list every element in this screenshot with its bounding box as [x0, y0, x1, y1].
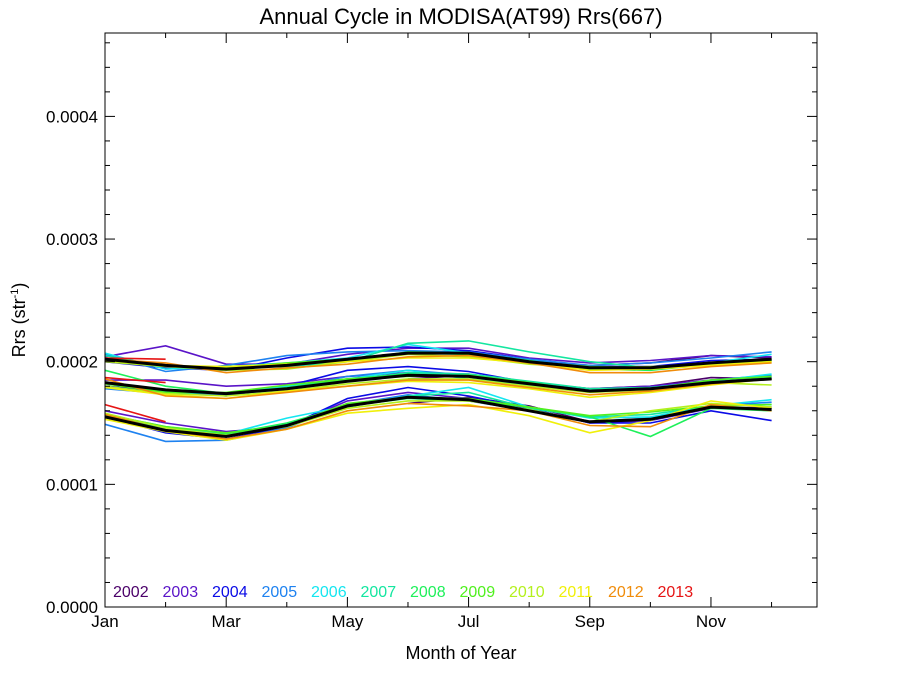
legend: 2002 2003 2004 2005 2006 2007 2008 2009 2010 2011… — [113, 584, 693, 601]
x-tick-label: Jan — [91, 612, 118, 631]
legend-item-2009: 2009 — [460, 584, 496, 601]
x-axis-label: Month of Year — [405, 643, 516, 663]
y-tick-label: 0.0002 — [46, 353, 98, 372]
legend-item-2007: 2007 — [361, 584, 397, 601]
legend-item-2011: 2011 — [559, 584, 594, 601]
y-axis-label: Rrs (str-1) — [9, 283, 29, 358]
y-tick-label: 0.0004 — [46, 107, 98, 126]
series-line-2012-lower — [104, 402, 772, 440]
legend-item-2012: 2012 — [608, 584, 644, 601]
x-tick-label: May — [331, 612, 364, 631]
plot-frame — [104, 32, 818, 608]
x-axis: Jan Mar May Jul Sep Nov — [91, 33, 773, 631]
x-tick-label: Sep — [575, 612, 605, 631]
series-line-2012-mean — [104, 378, 772, 400]
legend-item-2008: 2008 — [410, 584, 446, 601]
y-axis: 0.0000 0.0001 0.0002 0.0003 0.0004 — [46, 42, 817, 617]
y-axis-label-close: ) — [9, 283, 29, 289]
x-tick-label: Jul — [458, 612, 480, 631]
legend-item-2013: 2013 — [658, 584, 694, 601]
climatology-layer — [104, 351, 772, 439]
series-line-2013-upper — [104, 357, 166, 360]
climatology-line-upper — [104, 351, 772, 371]
climatology-line-lower — [104, 395, 772, 439]
x-tick-label: Nov — [696, 612, 727, 631]
legend-item-2005: 2005 — [262, 584, 298, 601]
y-tick-label: 0.0001 — [46, 475, 98, 494]
series-line-2013-mean — [104, 376, 166, 384]
chart-title: Annual Cycle in MODISA(AT99) Rrs(667) — [259, 4, 662, 29]
legend-item-2003: 2003 — [163, 584, 199, 601]
y-axis-label-superscript: -1 — [9, 289, 21, 299]
legend-item-2002: 2002 — [113, 584, 149, 601]
y-tick-label: 0.0000 — [46, 598, 98, 617]
climatology-line-mean — [104, 373, 772, 396]
series-line-2012-upper — [104, 354, 772, 374]
y-axis-label-main: Rrs (str — [9, 298, 29, 357]
legend-item-2010: 2010 — [509, 584, 545, 601]
x-tick-label: Mar — [212, 612, 242, 631]
series-line-2013-lower — [104, 403, 166, 423]
legend-item-2004: 2004 — [212, 584, 248, 601]
y-tick-label: 0.0003 — [46, 230, 98, 249]
legend-item-2006: 2006 — [311, 584, 347, 601]
